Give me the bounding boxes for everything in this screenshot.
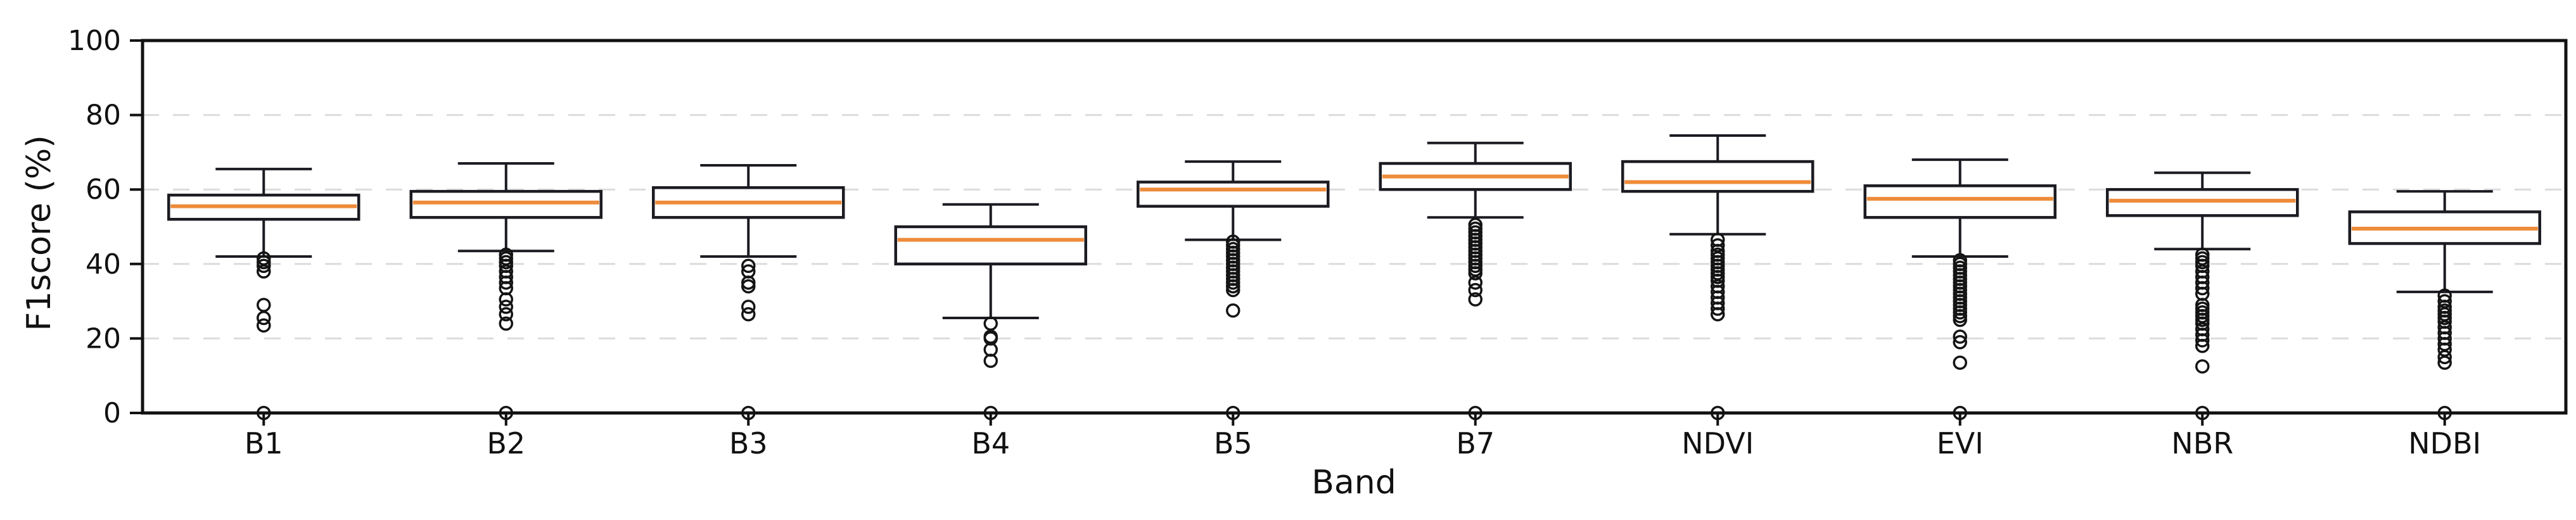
outlier-point [257,318,271,333]
boxplot-NBR: NBR [2106,171,2299,460]
y-tick-label: 40 [86,248,121,281]
y-tick-label: 60 [86,174,121,206]
boxplot-B4: B4 [894,203,1087,460]
outlier-point [1468,275,1482,290]
outlier-point [1953,355,1967,370]
y-tick-label: 20 [86,322,121,355]
x-tick-label: B2 [487,426,525,460]
outlier-point [257,258,271,273]
x-tick-label: B1 [245,426,283,460]
boxplot-B5: B5 [1137,160,1330,460]
outlier-point [1711,307,1725,322]
boxplot-B3: B3 [652,163,845,460]
outlier-point [741,300,756,314]
box-rect [894,225,1087,266]
outlier-point [741,279,756,294]
outlier-point [741,307,756,322]
outlier-point [1468,282,1482,298]
boxplot-NDVI: NDVI [1621,134,1814,460]
x-tick-label: NDVI [1681,426,1754,460]
x-tick-label: NBR [2171,426,2233,460]
outlier-point [2195,359,2210,374]
outlier-point [1226,303,1240,318]
outlier-point [741,258,756,273]
box-rect [1863,184,2056,219]
y-axis-label: F1score (%) [20,135,58,331]
outlier-point [499,275,513,290]
x-tick-label: NDBI [2408,426,2481,460]
outlier-point [1953,329,1967,344]
outlier-point [2437,355,2452,370]
outlier-point [499,292,513,307]
box-rect [1621,160,1814,193]
outlier-point [2195,281,2210,296]
x-tick-label: B3 [729,426,768,460]
box-rect [1137,181,1330,208]
outlier-point [499,316,513,331]
outlier-point [499,307,513,322]
y-tick-label: 0 [103,397,121,429]
outlier-point [1468,292,1482,307]
x-tick-label: EVI [1937,426,1984,460]
outlier-point [1468,266,1482,281]
outlier-point [1711,301,1725,316]
boxplot-NDBI: NDBI [2348,190,2541,460]
outlier-point [2195,338,2210,353]
boxplot-B1: B1 [167,167,360,460]
boxplot-EVI: EVI [1863,158,2056,460]
boxplot-B2: B2 [409,162,603,460]
outlier-point [2195,333,2210,348]
outlier-point [983,353,998,368]
outlier-point [1226,282,1240,298]
outlier-point [1953,312,1967,327]
y-tick-label: 100 [68,25,121,57]
x-tick-label: B5 [1214,426,1253,460]
outlier-point [983,316,998,331]
outlier-point [499,300,513,314]
outlier-point [257,264,271,279]
x-tick-label: B4 [971,426,1010,460]
x-tick-label: B7 [1456,426,1495,460]
boxplot-B7: B7 [1379,141,1572,460]
outlier-point [2437,350,2452,365]
outlier-point [257,310,271,326]
plot-frame [141,39,2568,415]
x-axis-label: Band [1311,464,1396,502]
outlier-point [1953,335,1967,350]
y-tick-label: 80 [86,99,121,132]
outlier-point [257,298,271,312]
